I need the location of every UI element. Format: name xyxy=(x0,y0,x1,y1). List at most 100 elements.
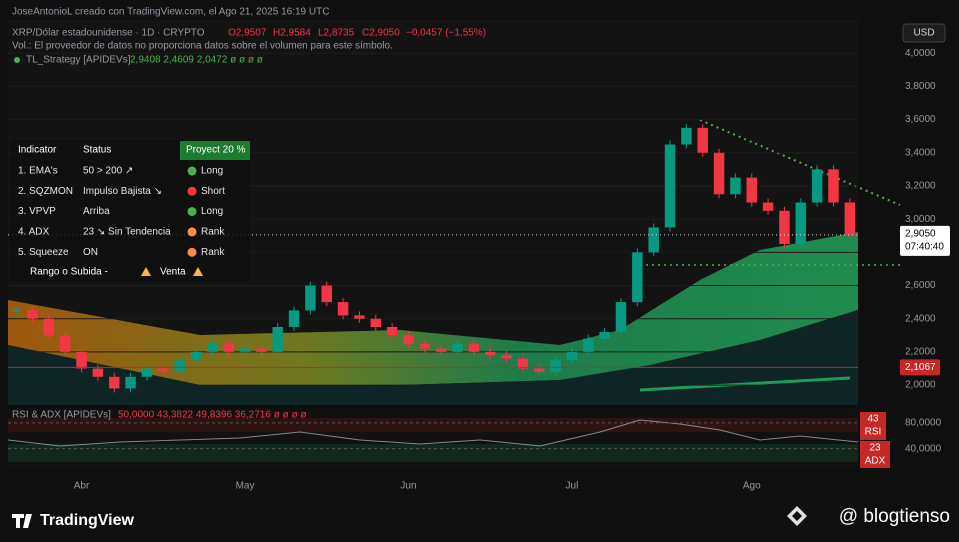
candle xyxy=(403,335,414,344)
y-tick-label: 3,0000 xyxy=(905,214,936,225)
candle xyxy=(43,318,55,336)
candle xyxy=(517,358,529,369)
candle xyxy=(452,343,463,352)
currency[interactable]: USD xyxy=(913,28,934,39)
candle xyxy=(305,285,316,311)
candle xyxy=(583,338,594,352)
indicator-values: 2,9408 2,4609 2,0472 ø ø ø ø xyxy=(130,55,263,66)
table-cell: 23 ↘ Sin Tendencia xyxy=(83,227,171,238)
candle xyxy=(534,368,545,372)
y-tick-label: 2,0000 xyxy=(905,380,936,391)
y-tick-label: 3,2000 xyxy=(905,181,936,192)
candle xyxy=(844,202,856,235)
candle xyxy=(27,310,38,319)
candle xyxy=(10,310,22,312)
table-cell: ON xyxy=(83,247,98,258)
candle xyxy=(664,144,676,228)
candle xyxy=(174,360,185,372)
rsi-badge-value: 43 xyxy=(867,414,879,425)
candle xyxy=(550,360,561,372)
table-cell: 1. EMA's xyxy=(18,166,58,177)
y-tick-label: 2,4000 xyxy=(905,313,936,324)
table-cell: Arriba xyxy=(83,206,110,217)
status-dot xyxy=(187,186,197,196)
candle xyxy=(141,368,153,377)
x-tick-label: Ago xyxy=(743,481,761,492)
trend-line xyxy=(639,376,851,392)
candle xyxy=(599,331,610,339)
warning-icon xyxy=(141,267,151,276)
candle xyxy=(256,348,267,352)
rsi-line xyxy=(7,419,859,447)
candle xyxy=(681,127,692,145)
table-footer: Venta xyxy=(160,267,186,278)
rsi-values: 50,0000 43,3822 49,8396 36,2716 ø ø ø ø xyxy=(118,410,306,421)
resistance-line xyxy=(699,119,901,206)
candle xyxy=(272,327,283,352)
candle xyxy=(730,177,741,195)
countdown: 07:40:40 xyxy=(905,242,944,253)
candle xyxy=(632,252,643,303)
cloud-base xyxy=(8,310,858,405)
indicator-icon xyxy=(14,57,20,63)
table-header-highlight xyxy=(180,141,250,160)
candle xyxy=(386,327,398,336)
adx-badge-name: ADX xyxy=(865,456,886,467)
candle xyxy=(419,343,431,349)
ohlc-change: −0,0457 (−1,55%) xyxy=(406,28,486,39)
table-header: Indicator xyxy=(18,145,57,156)
candle xyxy=(484,351,496,356)
y-tick-label: 3,6000 xyxy=(905,114,936,125)
table-header: Status xyxy=(83,145,111,156)
candle xyxy=(354,315,365,319)
candle xyxy=(288,310,300,328)
table-cell: Rank xyxy=(201,247,225,258)
candle xyxy=(92,368,104,377)
table-cell: Rank xyxy=(201,227,225,238)
rsi-tick-label: 80,0000 xyxy=(905,418,942,429)
status-table xyxy=(10,140,250,282)
cloud-band xyxy=(8,232,858,385)
candle xyxy=(501,355,512,359)
symbol: XRP/Dólar estadounidense · 1D · CRYPTO xyxy=(12,28,205,39)
table-cell: 2. SQZMON xyxy=(18,186,73,197)
credit: @ blogtienso xyxy=(839,506,950,527)
candle xyxy=(746,177,757,203)
last-price-box xyxy=(900,225,950,256)
x-tick-label: Jul xyxy=(566,481,579,492)
adx-badge xyxy=(860,441,890,468)
table-cell: Short xyxy=(201,186,225,197)
candle xyxy=(762,202,774,211)
candle xyxy=(321,285,332,303)
status-dot xyxy=(187,207,197,217)
last-price-label: 2,9050 xyxy=(905,229,936,240)
candle xyxy=(370,318,382,328)
candle xyxy=(223,343,234,352)
candle xyxy=(779,210,790,245)
ohlc-low: L2,8735 xyxy=(318,28,355,39)
candle xyxy=(811,169,823,203)
level-label: 2,1067 xyxy=(905,362,936,373)
table-cell: Impulso Bajista ↘ xyxy=(83,186,162,197)
rsi-title: RSI & ADX [APIDEVs] xyxy=(12,410,111,421)
candle xyxy=(435,348,447,352)
x-tick-label: Jun xyxy=(400,481,416,492)
x-tick-label: Abr xyxy=(74,481,90,492)
candle xyxy=(648,227,659,253)
status-dot xyxy=(187,247,197,257)
y-tick-label: 2,6000 xyxy=(905,280,936,291)
brand: TradingView xyxy=(40,512,135,529)
warning-icon xyxy=(193,267,203,276)
y-tick-label: 3,4000 xyxy=(905,147,936,158)
table-cell: 4. ADX xyxy=(18,227,49,238)
rsi-lower-zone xyxy=(8,444,858,462)
candle xyxy=(615,302,627,332)
candle xyxy=(337,302,349,316)
adx-badge-value: 23 xyxy=(869,443,881,454)
rsi-badge xyxy=(860,412,886,440)
candle xyxy=(158,368,169,372)
candle xyxy=(109,376,120,389)
indicator-name: TL_Strategy [APIDEVs] xyxy=(26,55,131,66)
currency-button[interactable] xyxy=(902,23,946,43)
candle xyxy=(125,376,136,389)
